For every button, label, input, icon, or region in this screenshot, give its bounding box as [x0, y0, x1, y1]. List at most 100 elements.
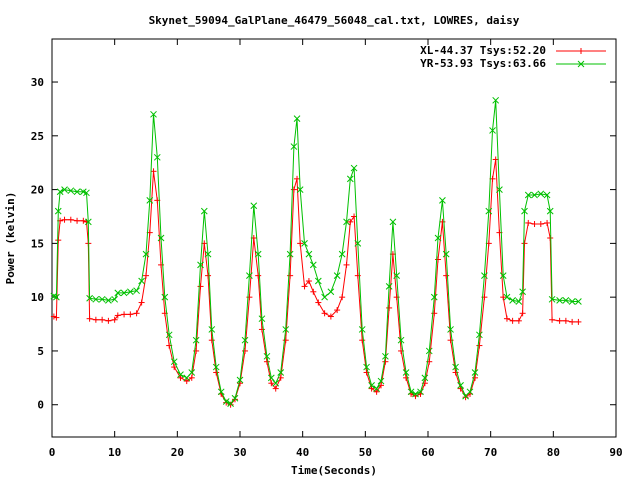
data-point	[227, 401, 234, 408]
data-point	[568, 298, 576, 305]
data-point	[287, 272, 294, 279]
data-point	[472, 374, 478, 381]
series-yr	[50, 96, 582, 408]
data-point	[83, 189, 90, 197]
data-point	[531, 191, 538, 199]
data-point	[296, 186, 304, 193]
y-tick-label: 5	[37, 345, 44, 358]
data-point	[314, 277, 322, 285]
data-point	[212, 363, 220, 371]
data-point	[200, 207, 208, 215]
data-point	[282, 337, 289, 344]
y-tick-label: 30	[31, 76, 44, 89]
data-point	[157, 234, 165, 242]
data-point	[575, 318, 582, 325]
data-point	[509, 297, 516, 304]
data-point	[363, 369, 370, 376]
data-point	[546, 207, 554, 215]
data-point	[222, 398, 230, 405]
data-point	[84, 218, 92, 226]
data-point	[294, 175, 301, 182]
data-point	[430, 293, 438, 301]
data-point	[503, 293, 511, 301]
data-point	[334, 307, 341, 314]
legend-label-xl: XL-44.37 Tsys:52.20	[420, 44, 546, 57]
data-point	[171, 364, 178, 371]
x-tick-label: 20	[171, 446, 184, 459]
data-point	[412, 390, 419, 398]
data-point	[476, 331, 483, 339]
data-point	[53, 314, 60, 321]
data-point	[403, 374, 410, 381]
data-point	[56, 188, 64, 196]
data-point	[177, 374, 184, 381]
data-point	[321, 293, 328, 301]
data-point	[515, 298, 523, 305]
data-point	[61, 216, 68, 223]
data-point	[86, 315, 93, 322]
data-point	[531, 221, 538, 228]
data-point	[114, 312, 121, 319]
data-point	[544, 219, 551, 226]
data-point	[417, 388, 424, 396]
data-point	[521, 240, 528, 247]
data-point	[246, 294, 253, 301]
x-axis-label: Time(Seconds)	[291, 464, 377, 477]
data-point	[547, 235, 554, 241]
y-tick-label: 25	[31, 130, 44, 143]
data-point	[205, 272, 212, 279]
data-point	[143, 272, 149, 279]
data-point	[92, 316, 99, 323]
x-tick-label: 30	[233, 446, 246, 459]
data-point	[447, 326, 454, 333]
data-point	[54, 207, 62, 215]
data-point	[204, 250, 212, 258]
data-point	[343, 261, 350, 268]
data-point	[347, 218, 354, 225]
data-point	[327, 288, 335, 296]
data-point	[499, 272, 507, 280]
data-point	[188, 369, 196, 376]
data-point	[556, 317, 563, 324]
data-point	[73, 188, 81, 196]
data-point	[293, 115, 301, 122]
data-point	[161, 293, 169, 301]
data-point	[321, 310, 328, 317]
y-tick-label: 0	[37, 399, 44, 412]
data-point	[150, 110, 157, 118]
x-tick-label: 90	[609, 446, 622, 459]
data-point	[385, 283, 393, 290]
data-point	[368, 385, 375, 392]
data-point	[61, 186, 68, 193]
data-point	[509, 317, 516, 324]
data-point	[452, 363, 459, 371]
data-point	[133, 310, 140, 317]
data-point	[250, 202, 258, 210]
data-point	[50, 313, 57, 320]
data-point	[447, 337, 454, 344]
legend-sample-xl	[556, 48, 606, 54]
data-point	[153, 153, 161, 161]
data-point	[338, 250, 346, 258]
data-point	[373, 385, 380, 392]
data-point	[435, 256, 442, 263]
data-point	[471, 369, 479, 376]
data-point	[146, 196, 154, 204]
data-point	[500, 294, 507, 301]
series-line	[53, 159, 579, 406]
data-point	[496, 186, 503, 193]
legend: XL-44.37 Tsys:52.20 YR-53.93 Tsys:63.66	[420, 44, 606, 70]
data-point	[208, 326, 216, 333]
data-point	[466, 388, 474, 396]
data-point	[373, 388, 380, 395]
data-point	[183, 374, 191, 382]
data-point	[363, 363, 370, 371]
data-point	[197, 261, 204, 269]
data-point	[569, 318, 576, 325]
data-point	[258, 326, 265, 333]
data-point	[301, 240, 308, 247]
data-point	[521, 207, 528, 215]
data-point	[350, 164, 358, 172]
data-point	[305, 278, 312, 285]
